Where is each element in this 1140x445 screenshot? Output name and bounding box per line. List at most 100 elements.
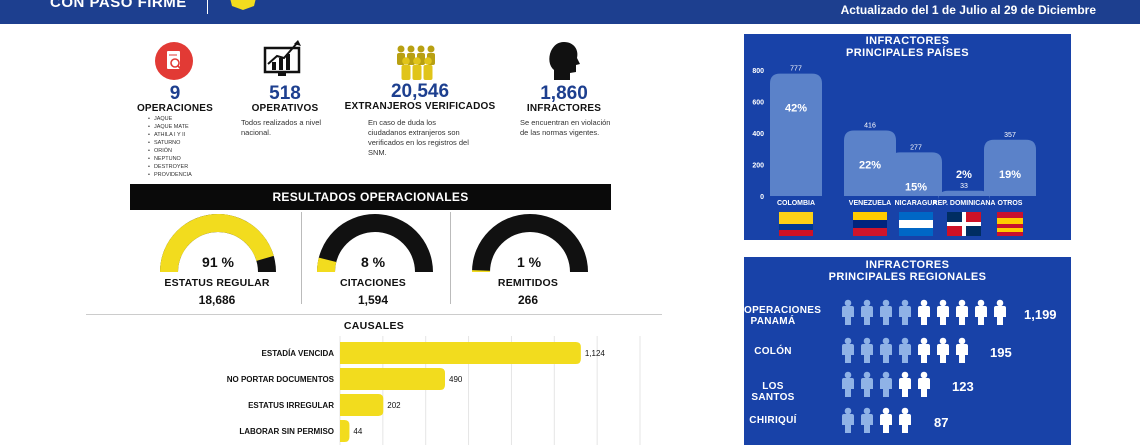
head-silhouette-icon <box>549 42 580 80</box>
person-icon <box>918 299 930 325</box>
gauge-value: 1,594 <box>357 293 389 307</box>
bar <box>844 130 896 196</box>
category-label: OTROS <box>998 200 1023 207</box>
person-icon <box>842 371 854 397</box>
stat-label: OPERATIVOS <box>251 103 319 114</box>
person-icon <box>880 337 892 363</box>
person-icon <box>880 299 892 325</box>
dominican-republic-flag-icon <box>947 212 981 236</box>
person-icon <box>975 299 987 325</box>
bar <box>890 152 942 196</box>
shield-logo-icon <box>230 0 256 10</box>
gauge-fill <box>160 214 274 272</box>
stat-label: EXTRANJEROS VERIFICADOS <box>344 101 496 112</box>
bar <box>770 73 822 196</box>
stat-description: Todos realizados a nivel nacional. <box>241 118 322 137</box>
stat-value: 1,860 <box>540 83 588 104</box>
value-label: 490 <box>449 375 463 384</box>
gauge-percent: 1 % <box>516 254 542 270</box>
stat-label: INFRACTORES <box>526 103 602 114</box>
crowd-icon <box>397 45 435 80</box>
stat-description: En caso de duda los ciudadanos extranjer… <box>368 118 469 157</box>
region-value: 87 <box>934 415 949 430</box>
regional-title: INFRACTORES PRINCIPALES REGIONALES <box>744 257 1071 283</box>
bar <box>340 368 445 390</box>
percent-label: 19% <box>999 169 1021 181</box>
person-icon <box>861 371 873 397</box>
gauge-percent: 91 % <box>202 254 234 270</box>
person-icon <box>861 337 873 363</box>
bar <box>938 190 990 201</box>
percent-label: 15% <box>905 181 927 193</box>
list-item: JAQUE MATE <box>148 123 192 131</box>
stat-extranjeros: 20,546 EXTRANJEROS VERIFICADOS <box>340 82 500 112</box>
document-search-icon <box>155 42 193 80</box>
gauge-separator <box>301 212 302 304</box>
value-label: 202 <box>387 401 401 410</box>
stat-value: 9 <box>169 83 181 104</box>
region-label: LOS SANTOS <box>751 381 795 403</box>
brand-text: CON PASO FIRME <box>50 0 187 11</box>
region-label: OPERACIONES PANAMÁ <box>744 305 822 327</box>
list-item: NEPTUNO <box>148 155 192 163</box>
list-item: JAQUE <box>148 115 192 123</box>
category-label: NICARAGUA <box>895 200 938 207</box>
value-label: 357 <box>1004 132 1016 139</box>
stat-value: 20,546 <box>390 81 450 102</box>
person-icon <box>956 337 968 363</box>
stat-value: 518 <box>269 83 301 104</box>
value-label: 1,124 <box>585 349 606 358</box>
person-icon <box>880 371 892 397</box>
person-icon <box>861 407 873 433</box>
results-title: RESULTADOS OPERACIONALES <box>130 184 611 210</box>
person-icon <box>842 337 854 363</box>
percent-label: 22% <box>859 159 881 171</box>
gauge-percent: 8 % <box>360 254 386 270</box>
bar <box>340 394 384 416</box>
region-label: CHIRIQUÍ <box>749 415 797 426</box>
list-item: ATHILA I Y II <box>148 131 192 139</box>
stat-operativos: 518 OPERATIVOS <box>235 84 335 114</box>
gauge-track <box>317 214 433 272</box>
operations-list: JAQUE JAQUE MATE ATHILA I Y II SATURNO O… <box>148 115 192 179</box>
category-label: NO PORTAR DOCUMENTOS <box>227 375 335 384</box>
colombia-flag-icon <box>779 212 813 236</box>
region-value: 1,199 <box>1024 307 1057 322</box>
person-icon <box>899 337 911 363</box>
percent-label: 42% <box>785 103 807 115</box>
bar <box>340 342 581 364</box>
person-icon <box>937 337 949 363</box>
region-label: COLÓN <box>754 346 792 357</box>
countries-panel: INFRACTORES PRINCIPALES PAÍSES 0 200 400 60… <box>744 34 1071 240</box>
value-label: 33 <box>960 183 968 190</box>
person-icon <box>899 299 911 325</box>
category-label: ESTADÍA VENCIDA <box>262 349 335 358</box>
gauge-label: ESTATUS REGULAR <box>164 277 270 289</box>
percent-label: 2% <box>956 169 972 181</box>
countries-chart: 0 200 400 600 800 777 42% COLOMBIA 416 22% VENEZUE… <box>752 66 1036 236</box>
value-label: 44 <box>353 427 362 436</box>
stat-description: Se encuentran en violación de las normas… <box>520 118 611 137</box>
person-icon <box>918 371 930 397</box>
y-tick-label: 0 <box>760 194 764 201</box>
gauges-area <box>160 214 588 272</box>
brand-divider <box>207 0 208 14</box>
nicaragua-flag-icon <box>899 212 933 236</box>
bar <box>984 139 1036 196</box>
gauge-fill <box>472 270 491 272</box>
person-icon <box>918 337 930 363</box>
top-banner: CON PASO FIRME Actualizado del 1 de Juli… <box>0 0 1140 24</box>
person-icon <box>842 407 854 433</box>
category-label: VENEZUELA <box>849 200 891 207</box>
regional-panel: INFRACTORES PRINCIPALES REGIONALES OPERA… <box>744 257 1071 445</box>
causales-title: CAUSALES <box>343 320 405 332</box>
causales-chart: ESTADÍA VENCIDA 1,124 NO PORTAR DOCUMENTOS… <box>227 336 641 445</box>
section-divider <box>86 314 662 315</box>
y-tick-label: 400 <box>752 131 764 138</box>
category-label: COLOMBIA <box>777 200 815 207</box>
y-tick-label: 800 <box>752 68 764 75</box>
value-label: 277 <box>910 144 922 151</box>
category-label: LABORAR SIN PERMISO <box>239 427 334 436</box>
people-pictograms <box>842 299 1006 433</box>
chart-monitor-icon <box>263 40 301 76</box>
